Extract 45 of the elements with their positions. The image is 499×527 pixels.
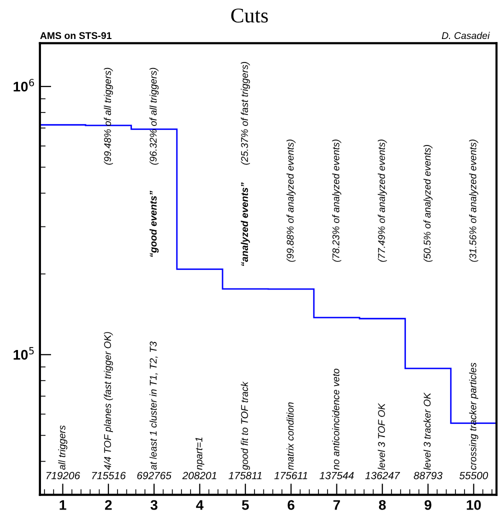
annotation: 208201 xyxy=(182,472,216,480)
y-tick-label: 10$^{5}$ xyxy=(14,347,34,360)
annotation: 136247 xyxy=(365,472,400,480)
annotation: 55500 xyxy=(459,472,488,480)
x-tick-label: 8 xyxy=(378,500,386,510)
annotation: crossing tracker particles xyxy=(469,362,478,470)
annotation: (99.48% of all triggers) xyxy=(104,68,113,165)
annotation: no anticoincidence veto xyxy=(332,368,340,470)
annotation: (25.37% of fast triggers) xyxy=(240,62,250,165)
annotation: 88793 xyxy=(414,472,442,480)
annotation: (96.32% of all triggers) xyxy=(150,68,159,165)
x-tick-label: 1 xyxy=(60,500,66,510)
annotation: level 3 tracker OK xyxy=(423,392,431,470)
annotation: at least 1 cluster in T1, T2, T3 xyxy=(150,341,158,470)
x-tick-label: 3 xyxy=(150,500,158,510)
text: D. Casadei xyxy=(442,32,490,40)
annotation: (31.56% of analyzed events) xyxy=(469,140,478,262)
annotation: (77.49% of analyzed events) xyxy=(378,140,387,262)
annotation: “good events” xyxy=(150,190,159,257)
annotation: level 3 TOF OK xyxy=(378,403,385,470)
x-tick-label: 4 xyxy=(196,500,204,510)
chart-title: Cuts xyxy=(231,8,268,23)
annotation: matrix condition xyxy=(286,402,294,470)
x-tick-label: 5 xyxy=(242,500,249,510)
annotation: 175811 xyxy=(228,472,262,480)
annotation: (99.88% of analyzed events) xyxy=(286,140,296,262)
annotation: all triggers xyxy=(58,425,68,470)
annotation: npart=1 xyxy=(196,438,204,470)
annotation: 719206 xyxy=(46,472,80,480)
x-tick-label: 2 xyxy=(105,500,112,510)
x-tick-label: 10 xyxy=(466,500,481,510)
annotation: 4/4 TOF planes (fast trigger OK) xyxy=(104,332,113,470)
y-tick-label: 10$^{6}$ xyxy=(14,78,34,92)
text: AMS on STS-91 xyxy=(40,32,112,40)
annotation: (50.5% of analyzed events) xyxy=(423,145,433,262)
x-tick-label: 9 xyxy=(424,500,432,510)
annotation: “analyzed events” xyxy=(240,182,250,266)
annotation: (78.23% of analyzed events) xyxy=(332,140,342,262)
annotation: 137544 xyxy=(320,472,354,480)
annotation: 175611 xyxy=(274,472,308,480)
annotation: 715516 xyxy=(92,472,126,480)
annotation: good fit to TOF track xyxy=(240,381,250,470)
x-tick-label: 6 xyxy=(288,500,294,510)
x-tick-label: 7 xyxy=(333,500,340,510)
annotation: 692765 xyxy=(137,472,172,480)
